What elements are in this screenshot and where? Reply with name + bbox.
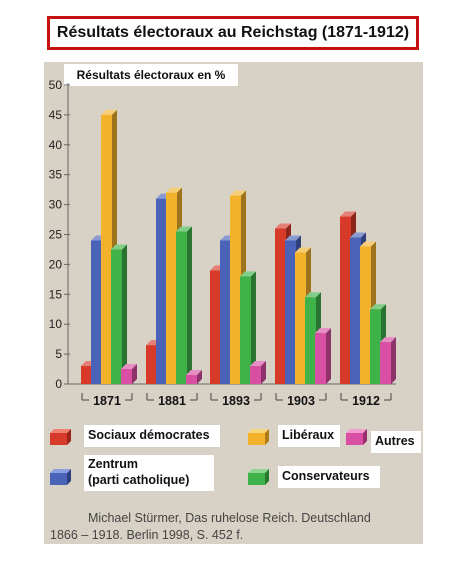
source-line-2: 1866 – 1918. Berlin 1998, S. 452 f. xyxy=(50,528,244,542)
legend-swatch-lib xyxy=(248,428,270,446)
legend-label-zentrum: Zentrum (parti catholique) xyxy=(84,455,214,491)
source-citation: Michael Stürmer, Das ruhelose Reich. Deu… xyxy=(50,510,422,544)
legend-swatch-sd xyxy=(50,428,72,446)
legend-label-zentrum-line1: Zentrum xyxy=(88,457,138,472)
source-line-1: Michael Stürmer, Das ruhelose Reich. Deu… xyxy=(88,511,371,525)
legend-label-cons: Conservateurs xyxy=(278,466,380,488)
legend-label-zentrum-line2: (parti catholique) xyxy=(88,473,190,487)
chart-title-box: Résultats électoraux au Reichstag (1871-… xyxy=(47,16,419,50)
legend-swatch-zentrum xyxy=(50,468,72,486)
legend-swatch-cons xyxy=(248,468,270,486)
y-axis-label: Résultats électoraux en % xyxy=(64,64,238,86)
legend-label-lib: Libéraux xyxy=(278,425,340,447)
legend-swatch-autres xyxy=(346,428,368,446)
legend-label-autres: Autres xyxy=(371,431,421,453)
legend-label-sd: Sociaux démocrates xyxy=(84,425,220,447)
chart-title: Résultats électoraux au Reichstag (1871-… xyxy=(56,24,410,41)
